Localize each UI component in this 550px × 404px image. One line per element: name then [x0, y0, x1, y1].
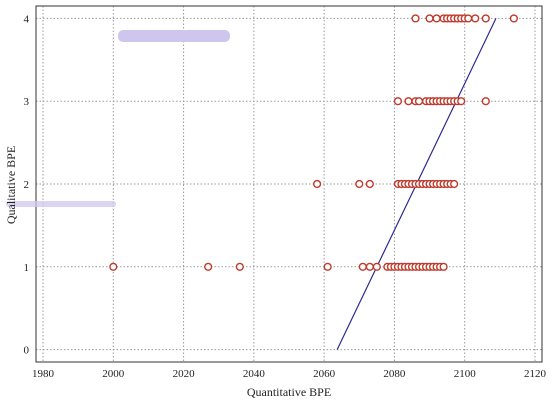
x-tick-label: 2080	[383, 368, 406, 380]
y-tick-label: 3	[24, 96, 30, 108]
x-tick-label: 1980	[32, 368, 55, 380]
data-point	[464, 14, 473, 23]
x-tick-labels: 1980 2000 2020 2040 2060 2080 2100 2120	[32, 368, 546, 380]
y-tick-label: 2	[24, 179, 30, 191]
data-point	[425, 14, 434, 23]
data-point	[313, 179, 322, 189]
x-tick-label: 2100	[454, 368, 477, 380]
data-point	[404, 97, 413, 106]
plot-frame	[35, 5, 543, 363]
y-tick-label: 0	[24, 345, 30, 357]
data-point	[204, 262, 213, 271]
x-tick-label: 2020	[173, 368, 196, 380]
x-tick-label: 2000	[102, 368, 125, 380]
data-point	[372, 262, 381, 271]
grid	[36, 6, 542, 362]
y-tick-labels: 0 1 2 3 4	[24, 13, 30, 356]
data-point	[414, 97, 424, 106]
data-point	[471, 14, 480, 23]
data-point	[393, 97, 403, 106]
data-point	[323, 262, 332, 271]
data-point	[509, 14, 518, 23]
x-tick-label: 2120	[524, 368, 547, 380]
data-point	[365, 262, 374, 271]
data-point	[358, 262, 367, 271]
data-point	[439, 262, 448, 271]
data-point	[411, 14, 420, 23]
data-point	[481, 14, 490, 23]
data-point	[365, 179, 374, 189]
points-layer	[109, 14, 518, 271]
blurred-legend-smudge	[118, 30, 230, 42]
x-axis-title: Quantitative BPE	[247, 385, 331, 399]
x-tick-label: 2060	[313, 368, 336, 380]
data-point	[432, 14, 441, 23]
y-axis-title: Qualitative BPE	[4, 146, 18, 224]
data-point	[450, 179, 459, 189]
data-point	[355, 179, 364, 189]
data-point	[457, 97, 466, 106]
y-tick-label: 4	[24, 13, 30, 25]
data-point	[235, 262, 244, 271]
data-point	[481, 97, 490, 106]
data-point	[109, 262, 118, 271]
y-tick-label: 1	[24, 262, 30, 274]
blurred-label-smudge	[6, 201, 116, 207]
x-tick-label: 2040	[243, 368, 266, 380]
